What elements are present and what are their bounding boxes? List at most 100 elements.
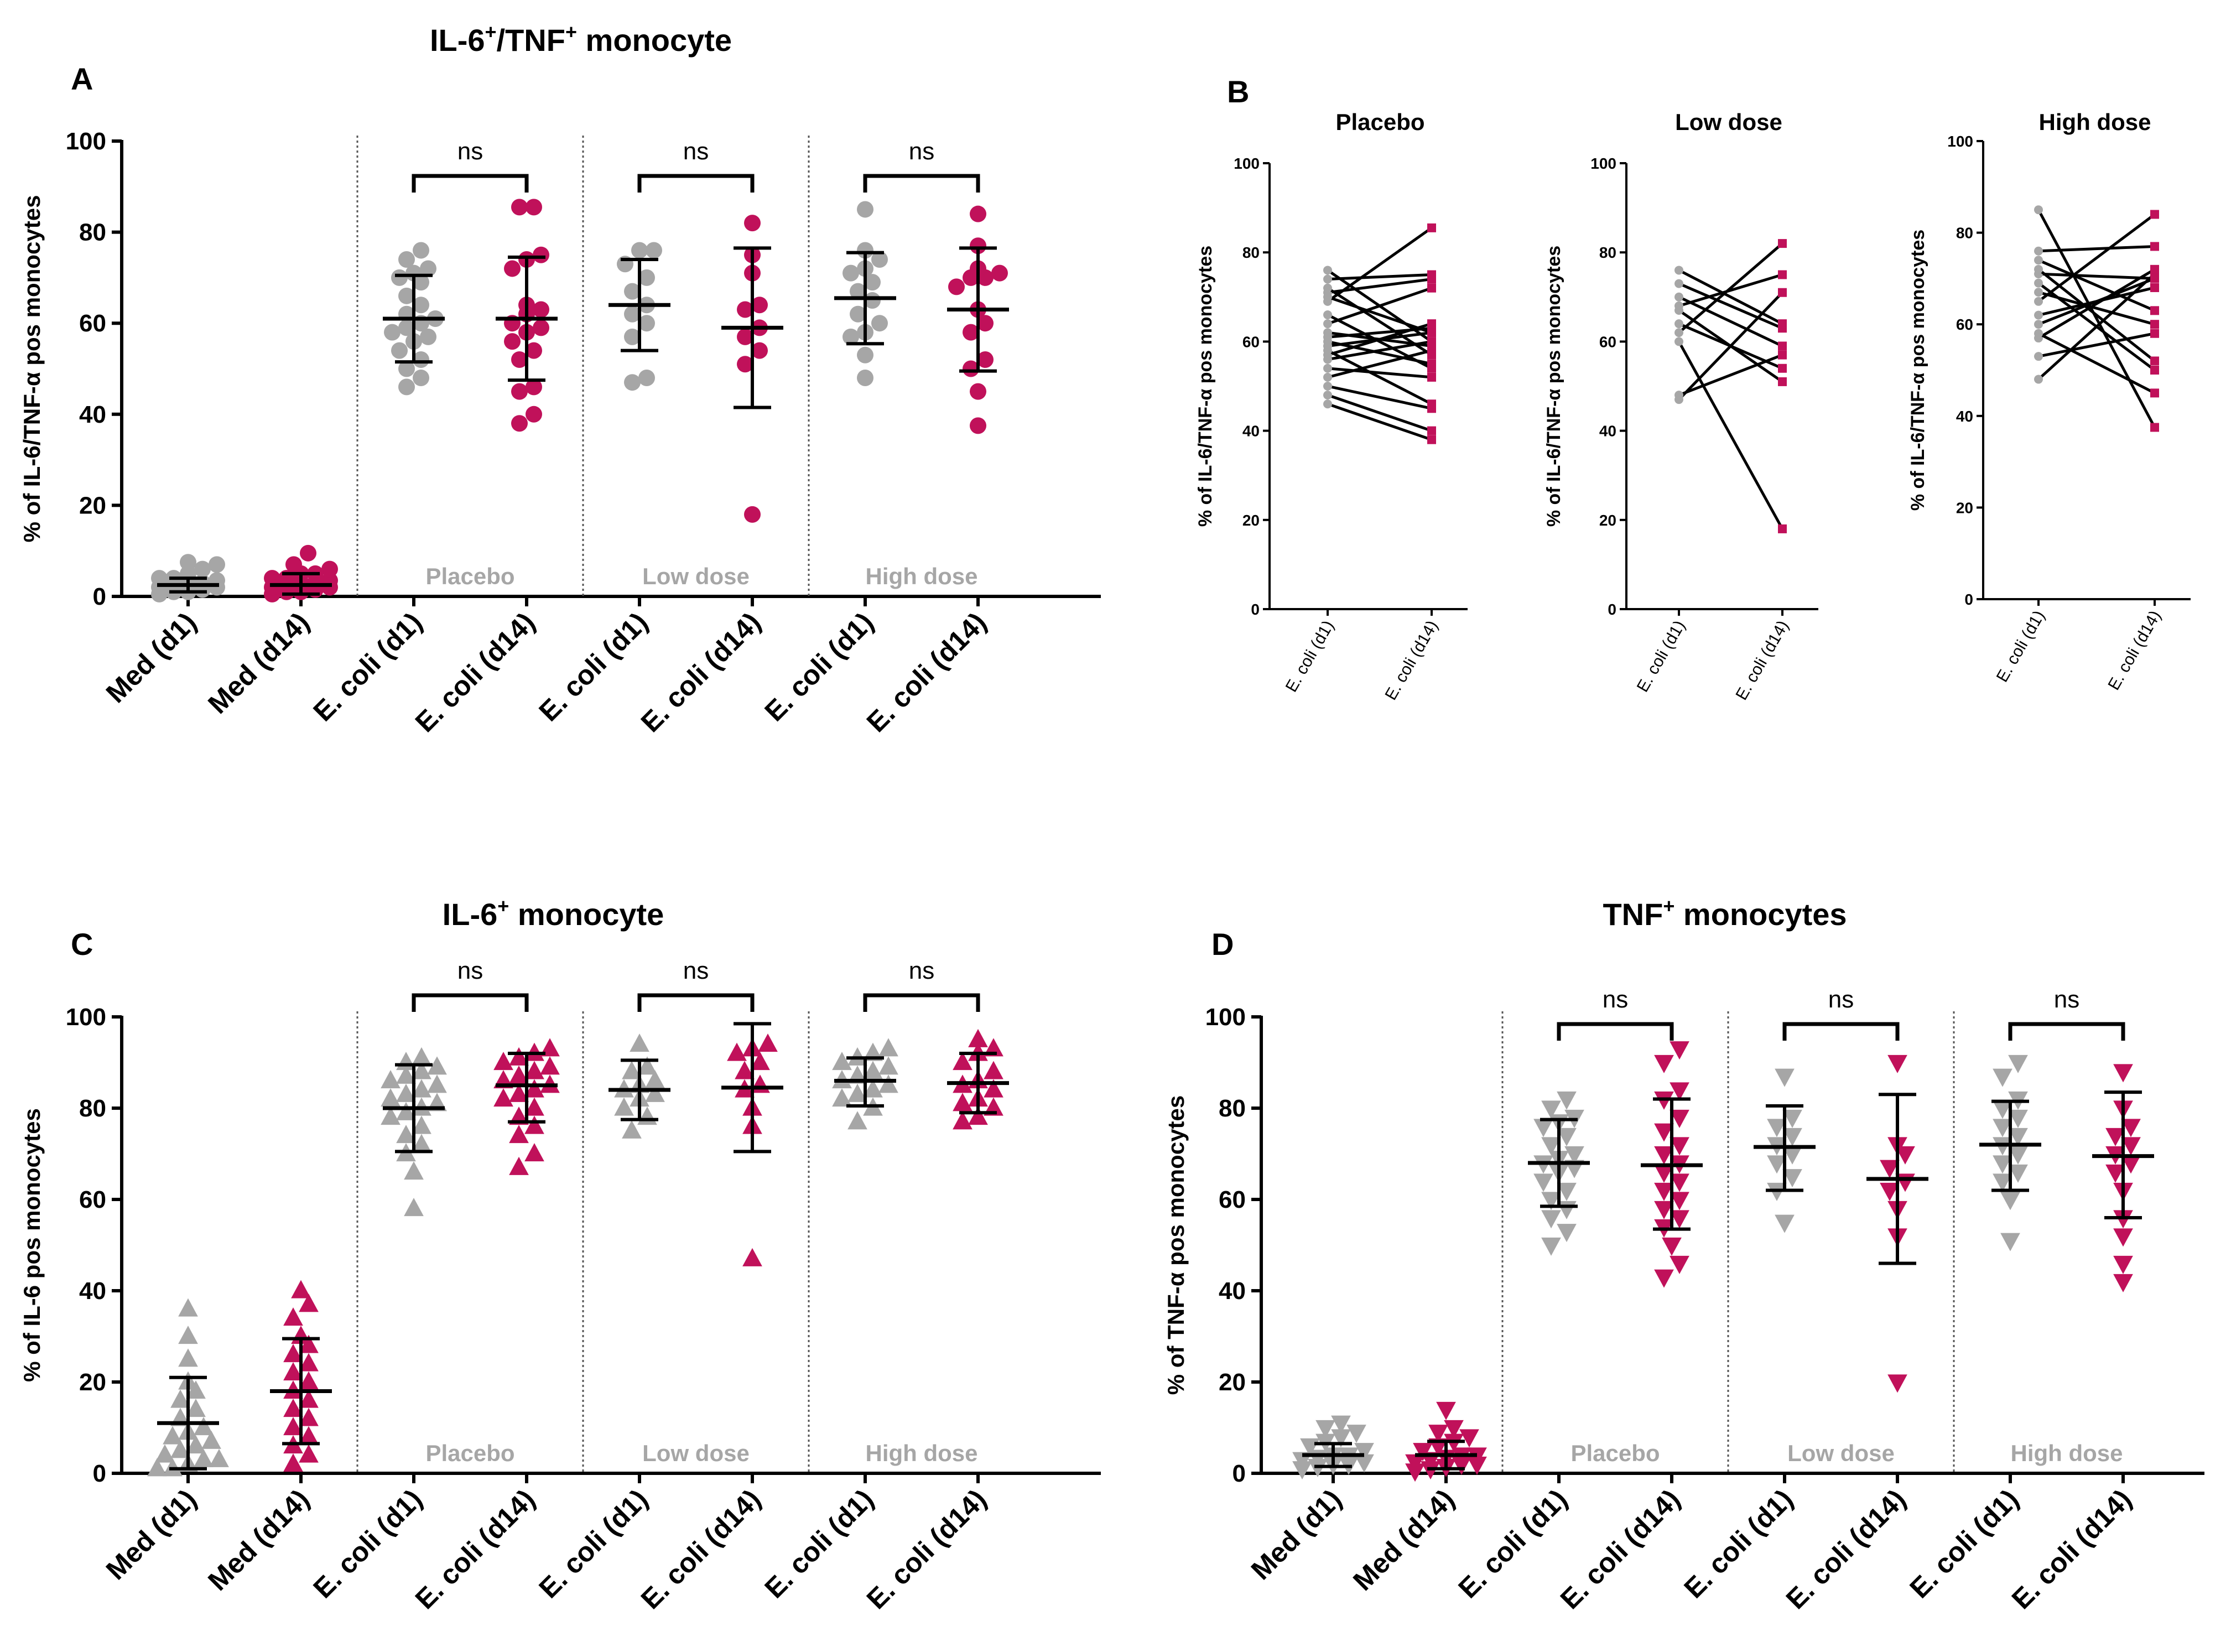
data-point [1880,1160,1900,1178]
data-point [953,1052,973,1071]
data-point [1895,1146,1915,1165]
data-point [2008,1054,2028,1073]
data-point [412,1047,431,1066]
data-point [1670,1210,1689,1229]
x-tick-label: E. coli (d1) [307,1483,428,1604]
pair-line [1327,269,1433,343]
data-point [178,1298,198,1317]
data-point [398,378,415,396]
title-part: monocytes [1674,897,1847,932]
data-point [948,278,965,295]
pair-point-d1 [2034,310,2043,320]
data-point [984,1061,1003,1079]
pair-point-d1 [1323,319,1332,329]
y-tick-label: 100 [1947,133,1973,150]
y-tick-label: 20 [1242,512,1260,529]
data-point [1993,1173,2012,1192]
x-tick-label: E. coli (d1) [758,606,879,727]
data-point [511,199,528,216]
data-point [1775,1068,1795,1087]
data-point [1654,1201,1674,1219]
pair-point-d14 [2150,356,2159,366]
data-point [180,554,196,571]
data-point [1557,1182,1577,1201]
data-point [1654,1146,1674,1165]
series-5 [1866,1054,1928,1393]
data-point [614,1097,634,1116]
pair-line [1678,309,1783,383]
data-point [850,283,866,300]
pair-point-d1 [1323,399,1332,409]
pair-line [1327,273,1432,281]
y-tick-label: 100 [1234,155,1260,172]
data-point [1670,1082,1689,1101]
data-point [991,264,1008,282]
data-point [1775,1214,1795,1233]
data-point [1993,1155,2012,1174]
x-tick-label: E. coli (d14) [2006,1483,2138,1615]
pair-point-d1 [1674,266,1683,275]
title-part: + [485,20,497,43]
pair-point-d1 [2034,297,2043,306]
group-label: High dose [2010,1440,2123,1466]
data-point [147,1458,167,1477]
panel-b-paired-lines: B Placebo % of IL-6/TNF-α pos monocytes 0 20… [1195,74,2191,703]
data-point [151,579,168,596]
pair-point-d1 [1674,319,1683,329]
data-point [526,342,542,359]
group-label: Placebo [425,563,514,589]
data-point [1541,1210,1561,1229]
pair-point-d1 [2034,205,2043,215]
data-point [283,1307,303,1326]
x-tick-label: E. coli (d14) [1381,617,1442,703]
data-point [744,506,761,523]
pair-line [1327,393,1432,432]
series-3 [1641,1041,1703,1288]
x-tick-label: E. coli (d1) [1634,617,1689,695]
x-tick-label: Med (d1) [100,1483,202,1586]
y-tick-label: 100 [66,1004,106,1031]
data-point [299,1293,319,1312]
data-point [1444,1420,1464,1438]
data-point [2113,1228,2133,1247]
series-4 [1754,1068,1816,1233]
data-point [744,215,761,232]
data-point [299,1334,319,1353]
y-tick-label: 60 [1242,333,1260,350]
y-axis-label: % of IL-6/TNF-α pos monocytes [1907,230,1928,511]
subplot-high-dose: High dose % of IL-6/TNF-α pos monocytes 0 2… [1907,109,2191,693]
pair-point-d1 [1674,328,1683,337]
data-point [1670,1192,1689,1211]
x-tick-label: E. coli (d14) [635,606,767,738]
data-point [511,351,528,368]
data-point [843,264,859,282]
pair-point-d14 [1427,328,1436,337]
y-tick-label: 60 [1219,1186,1246,1213]
data-point [524,1061,544,1079]
data-point [533,319,549,336]
panel-letter: D [1211,927,1234,962]
data-point [863,1061,883,1079]
data-point [878,1056,898,1075]
data-point [1767,1119,1787,1137]
pair-point-d1 [2034,264,2043,274]
data-point [2000,1192,2020,1211]
chart-title: TNF+ monocytes [1603,895,1847,932]
pair-point-d14 [2150,306,2159,315]
data-point [381,1070,401,1089]
data-point [622,1120,642,1139]
significance-label: ns [1603,986,1628,1013]
data-point [1428,1425,1448,1443]
data-point [878,1074,898,1093]
pair-line [1678,273,1783,308]
data-point [299,1407,319,1426]
y-tick-label: 80 [1956,225,1973,242]
data-point [1405,1463,1425,1482]
data-point [624,328,641,345]
subplot-title: Low dose [1675,109,1782,135]
x-tick-label: E. coli (d14) [409,1483,541,1615]
group-label: High dose [865,1440,977,1466]
data-point [970,417,986,434]
data-point [526,406,542,423]
pair-line [2037,332,2156,394]
